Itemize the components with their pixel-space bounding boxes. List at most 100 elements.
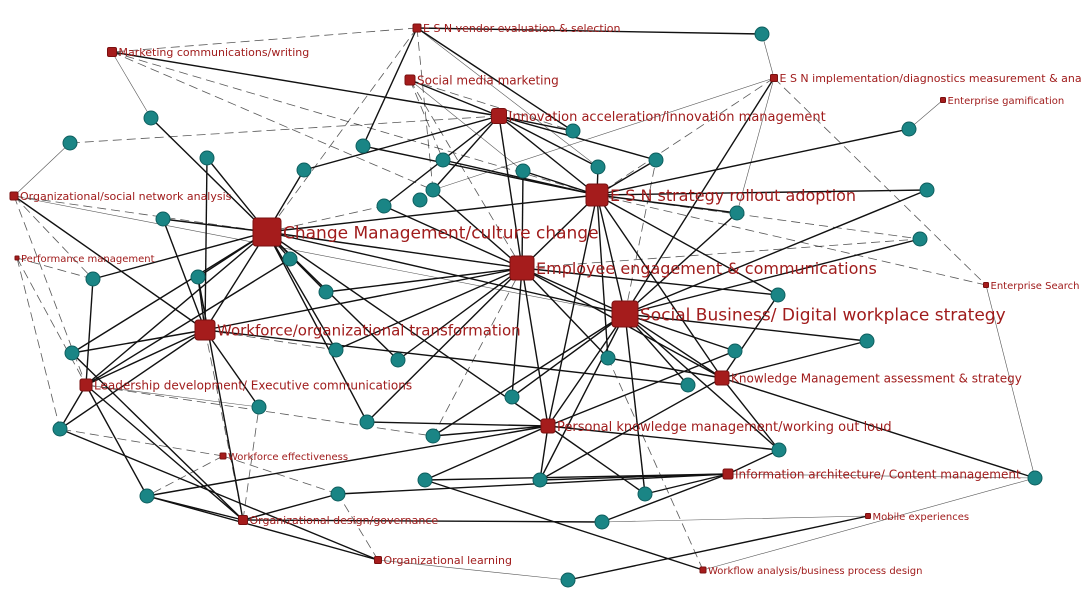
person-node[interactable] <box>770 287 786 303</box>
topic-node[interactable] <box>940 97 946 103</box>
topic-node[interactable] <box>404 74 416 86</box>
person-node[interactable] <box>143 110 159 126</box>
person-node[interactable] <box>190 269 206 285</box>
edge-s16-c24 <box>721 294 779 379</box>
person-node[interactable] <box>412 192 428 208</box>
edge-s21-c45 <box>567 515 869 581</box>
edge-s10-s15 <box>16 257 87 386</box>
topic-node[interactable] <box>770 74 778 82</box>
topic-node[interactable] <box>107 47 117 57</box>
person-node[interactable] <box>560 572 576 588</box>
topic-node[interactable] <box>699 566 707 574</box>
edge-s8-c17 <box>596 194 738 214</box>
person-node[interactable] <box>155 211 171 227</box>
edge-s8-c13 <box>522 170 598 196</box>
topic-node[interactable] <box>611 300 639 328</box>
person-node[interactable] <box>355 138 371 154</box>
person-node[interactable] <box>417 472 433 488</box>
topic-node[interactable] <box>540 418 556 434</box>
topic-label: Leadership development/ Executive commun… <box>94 379 412 393</box>
person-node[interactable] <box>532 472 548 488</box>
person-node[interactable] <box>425 182 441 198</box>
topic-node[interactable] <box>9 191 19 201</box>
edge-s13-c42 <box>624 313 646 495</box>
edge-s11-c26 <box>335 267 523 351</box>
person-node[interactable] <box>376 198 392 214</box>
person-node[interactable] <box>727 343 743 359</box>
topic-node[interactable] <box>491 108 507 124</box>
person-node[interactable] <box>919 182 935 198</box>
person-node[interactable] <box>912 231 928 247</box>
person-node[interactable] <box>565 123 581 139</box>
edge-s17-c40 <box>424 425 549 481</box>
topic-node[interactable] <box>219 452 227 460</box>
person-node[interactable] <box>754 26 770 42</box>
person-node[interactable] <box>680 377 696 393</box>
person-node[interactable] <box>435 152 451 168</box>
topic-node[interactable] <box>714 370 730 386</box>
topic-node[interactable] <box>983 282 989 288</box>
topic-node[interactable] <box>194 319 216 341</box>
person-node[interactable] <box>62 135 78 151</box>
person-node[interactable] <box>296 162 312 178</box>
person-node[interactable] <box>52 421 68 437</box>
edge-s8-c19 <box>596 194 921 240</box>
person-node[interactable] <box>318 284 334 300</box>
edge-s13-c41 <box>539 313 626 481</box>
topic-node[interactable] <box>79 378 93 392</box>
edge-s11-c14 <box>383 205 523 269</box>
topic-label: Workforce effectiveness <box>228 452 348 463</box>
topic-node[interactable] <box>14 255 20 261</box>
edge-s9-s17 <box>266 231 549 427</box>
topic-node[interactable] <box>585 183 609 207</box>
topic-node[interactable] <box>865 513 871 519</box>
topic-node[interactable] <box>509 255 535 281</box>
person-node[interactable] <box>600 350 616 366</box>
topic-node[interactable] <box>722 468 734 480</box>
person-node[interactable] <box>251 399 267 415</box>
person-node[interactable] <box>590 159 606 175</box>
topic-label: Marketing communications/writing <box>119 46 310 59</box>
edge-s18-c38 <box>146 455 224 497</box>
person-node[interactable] <box>637 486 653 502</box>
edge-s9-c22 <box>92 231 268 280</box>
edge-s6-c8 <box>498 115 599 168</box>
edge-s6-s8 <box>498 115 598 196</box>
edge-s20-c39 <box>242 493 339 521</box>
topic-label: Organizational learning <box>384 554 513 567</box>
edge-s1-s2 <box>111 27 418 53</box>
edge-s6-c7 <box>498 115 574 132</box>
person-node[interactable] <box>594 514 610 530</box>
person-node[interactable] <box>328 342 344 358</box>
person-node[interactable] <box>282 251 298 267</box>
person-node[interactable] <box>771 442 787 458</box>
person-node[interactable] <box>729 205 745 221</box>
person-node[interactable] <box>390 352 406 368</box>
person-node[interactable] <box>425 428 441 444</box>
topic-label: Information architecture/ Content manage… <box>735 468 1021 482</box>
topic-node[interactable] <box>252 217 282 247</box>
person-node[interactable] <box>139 488 155 504</box>
topic-label: Mobile experiences <box>873 512 970 523</box>
edge-s11-c24 <box>521 267 779 296</box>
edge-s11-c19 <box>521 238 921 269</box>
edge-s8-c5 <box>362 145 598 196</box>
person-node[interactable] <box>859 333 875 349</box>
person-node[interactable] <box>85 271 101 287</box>
person-node[interactable] <box>330 486 346 502</box>
person-node[interactable] <box>504 389 520 405</box>
person-node[interactable] <box>359 414 375 430</box>
person-node[interactable] <box>515 163 531 179</box>
person-node[interactable] <box>64 345 80 361</box>
edge-s9-c14 <box>266 205 385 233</box>
topic-node[interactable] <box>238 515 248 525</box>
topic-node[interactable] <box>374 556 382 564</box>
person-node[interactable] <box>901 121 917 137</box>
topic-label: Personal knowledge management/working ou… <box>557 420 892 435</box>
edge-s14-c32 <box>204 329 260 408</box>
edge-s9-s14 <box>204 231 268 331</box>
person-node[interactable] <box>199 150 215 166</box>
person-node[interactable] <box>1027 470 1043 486</box>
topic-node[interactable] <box>412 23 422 33</box>
person-node[interactable] <box>648 152 664 168</box>
